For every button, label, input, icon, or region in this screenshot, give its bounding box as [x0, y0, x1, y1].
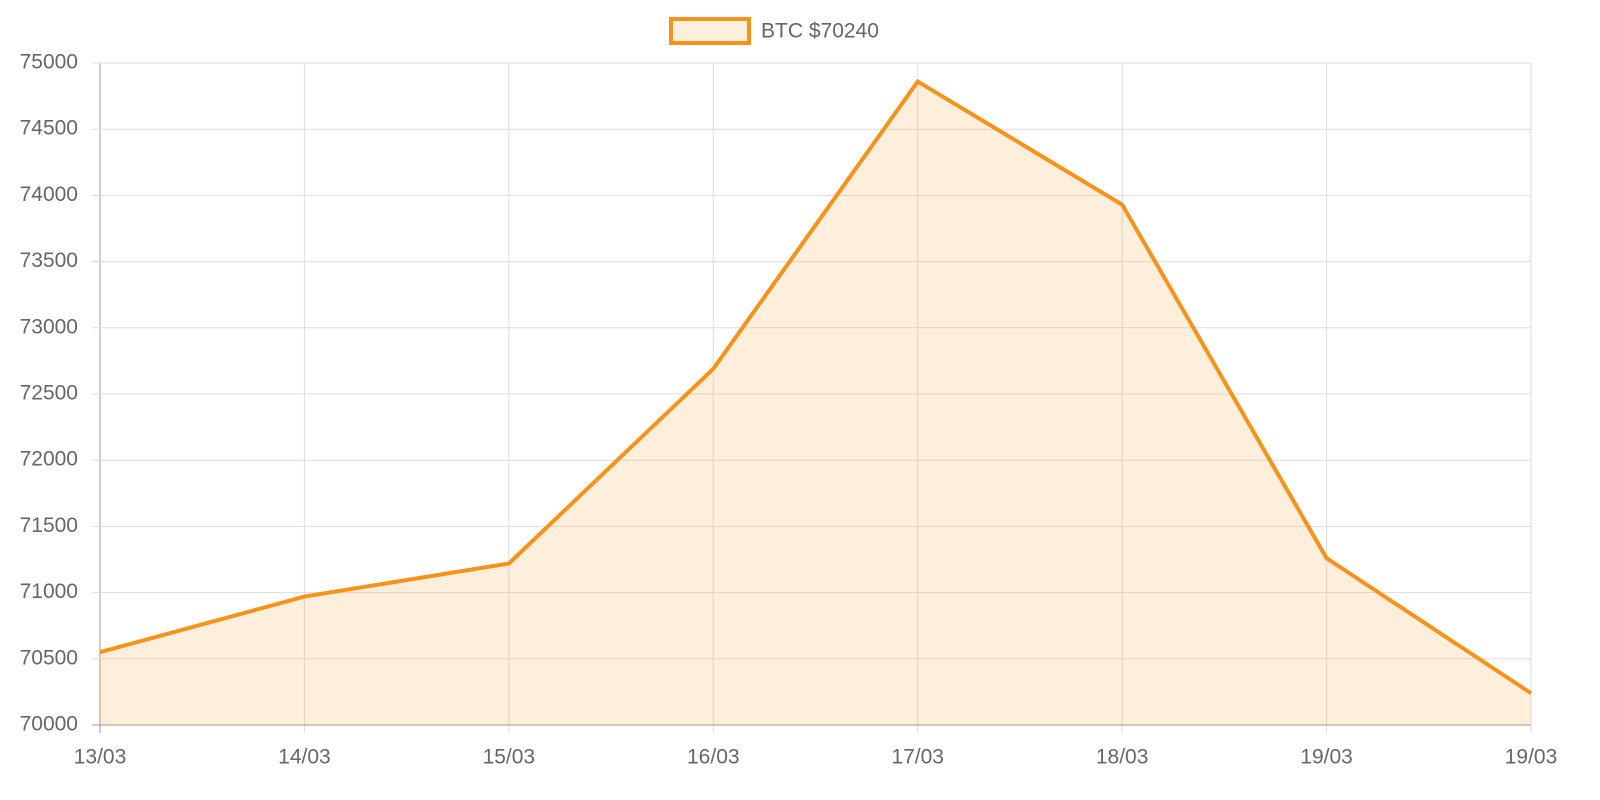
line — [99, 78, 1533, 695]
y-tick-label: 74500 — [20, 117, 78, 140]
x-tick-label: 19/03 — [1505, 746, 1558, 769]
x-tick-label: 14/03 — [278, 746, 331, 769]
y-tick-label: 72500 — [20, 382, 78, 405]
legend-swatch — [669, 17, 751, 45]
x-tick-label: 13/03 — [74, 746, 127, 769]
y-tick-label: 75000 — [20, 51, 78, 74]
y-tick-label: 70000 — [20, 713, 78, 736]
x-tick-label: 16/03 — [687, 746, 740, 769]
y-tick-label: 73000 — [20, 315, 78, 338]
y-tick-label: 71500 — [20, 514, 78, 537]
x-tick-label: 18/03 — [1096, 746, 1149, 769]
area — [100, 81, 1531, 725]
legend-label: BTC $70240 — [761, 20, 879, 43]
x-tick-label: 15/03 — [483, 746, 536, 769]
y-tick-label: 72000 — [20, 448, 78, 471]
x-tick-label: 19/03 — [1300, 746, 1353, 769]
y-tick-label: 74000 — [20, 183, 78, 206]
x-tick-label: 17/03 — [891, 746, 944, 769]
y-tick-label: 73500 — [20, 249, 78, 272]
y-tick-label: 70500 — [20, 646, 78, 669]
y-tick-label: 71000 — [20, 580, 78, 603]
